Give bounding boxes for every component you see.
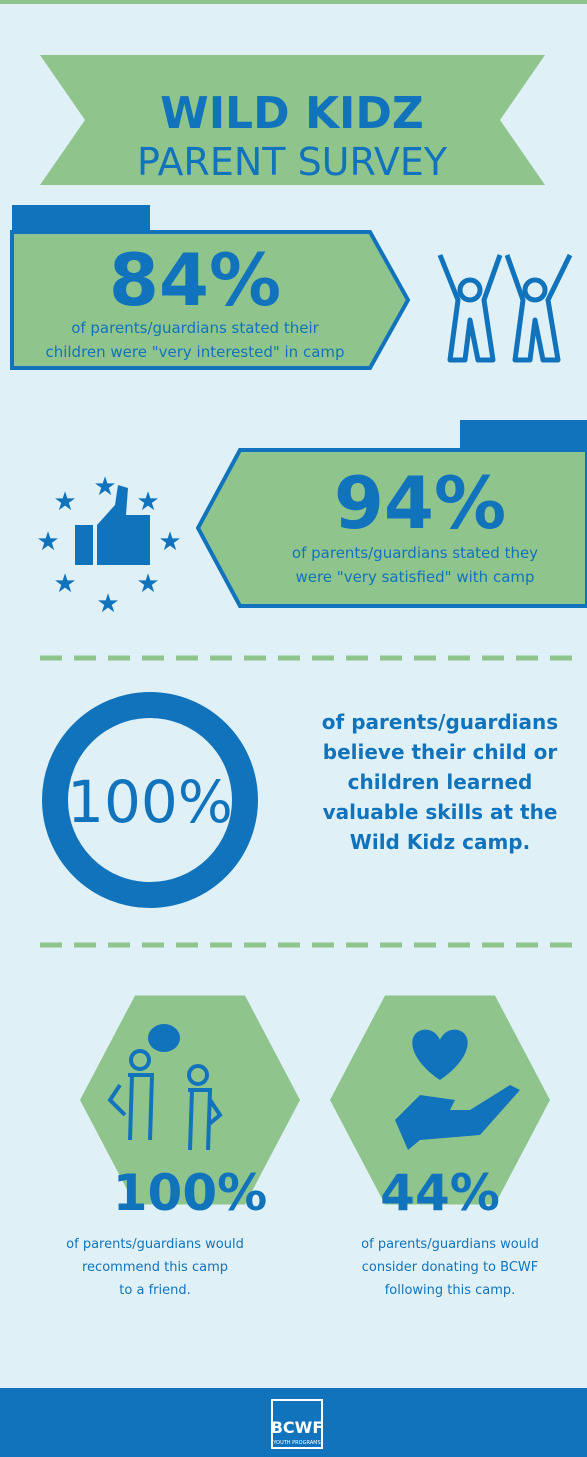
thumb-icon: ★ ★ ★ ★ ★ ★ ★ ★ xyxy=(36,472,181,619)
stat-text: of parents/guardians would xyxy=(361,1237,539,1252)
stat-text: of parents/guardians stated their xyxy=(71,319,319,337)
stat-text: of parents/guardians stated they xyxy=(292,544,538,562)
svg-text:★: ★ xyxy=(53,487,76,517)
tab xyxy=(12,205,150,232)
svg-text:★: ★ xyxy=(36,527,59,557)
stat-text: Wild Kidz camp. xyxy=(350,830,530,854)
ring xyxy=(42,692,258,908)
heart-hand-icon xyxy=(395,1029,520,1150)
stat-text: to a friend. xyxy=(119,1283,190,1298)
top-strip xyxy=(0,0,587,4)
people-icon xyxy=(437,253,573,363)
stat-text: consider donating to BCWF xyxy=(362,1260,538,1275)
stat-text: following this camp. xyxy=(385,1283,516,1298)
stat-value: 100% xyxy=(113,1164,267,1222)
logo: BCWF xyxy=(271,1418,324,1437)
talk-icon xyxy=(107,1024,223,1151)
stat-text: of parents/guardians would xyxy=(66,1237,244,1252)
stat-text: children learned xyxy=(348,770,533,794)
svg-text:★: ★ xyxy=(158,527,181,557)
svg-text:★: ★ xyxy=(53,569,76,599)
svg-text:★: ★ xyxy=(136,569,159,599)
arrow-box xyxy=(195,448,587,608)
stat-text: of parents/guardians xyxy=(322,710,558,734)
stat-value: 84% xyxy=(109,238,281,322)
svg-text:★: ★ xyxy=(96,589,119,619)
logo-frame xyxy=(271,1399,323,1449)
logo-sub: YOUTH PROGRAMS xyxy=(272,1440,320,1446)
arrow-box xyxy=(10,230,411,370)
svg-text:★: ★ xyxy=(136,487,159,517)
stat-text: were "very satisfied" with camp xyxy=(295,568,534,586)
stat-value: 100% xyxy=(67,768,233,836)
stat-value: 44% xyxy=(380,1164,500,1222)
ribbon xyxy=(40,55,545,185)
stat-text: children were "very interested" in camp xyxy=(45,343,344,361)
stat-text: recommend this camp xyxy=(82,1260,228,1275)
stat-text: believe their child or xyxy=(323,740,558,764)
tab xyxy=(460,420,587,448)
svg-text:★: ★ xyxy=(93,472,116,502)
stat-value: 94% xyxy=(334,461,506,545)
subtitle: PARENT SURVEY xyxy=(137,140,448,184)
title: WILD KIDZ xyxy=(160,88,424,139)
stat-text: valuable skills at the xyxy=(323,800,558,824)
